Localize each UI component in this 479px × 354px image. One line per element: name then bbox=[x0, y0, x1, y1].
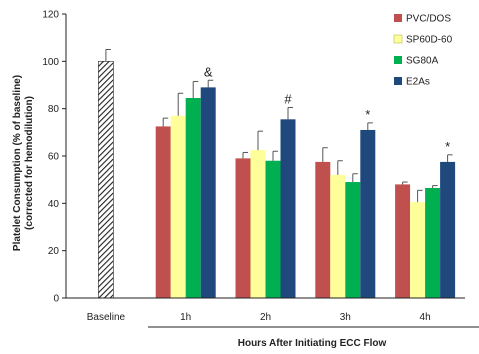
legend: PVC/DOS SP60D-60 SG80A E2As bbox=[393, 14, 453, 88]
bar-sp60d-60-1h bbox=[170, 115, 186, 299]
legend-label: E2As bbox=[406, 77, 430, 88]
y-tick-label: 60 bbox=[48, 152, 60, 163]
annotations: & # * * bbox=[204, 64, 450, 154]
x-tick-label-4h: 4h bbox=[420, 312, 431, 323]
y-axis-title-line2: (corrected for hemodilution) bbox=[24, 96, 35, 230]
annotation-marker: * bbox=[365, 107, 370, 122]
bar-e2as-2h bbox=[280, 119, 296, 298]
x-tick-label-3h: 3h bbox=[340, 312, 351, 323]
bar-sg80a-4h bbox=[425, 187, 441, 298]
bar-pvc-dos-2h bbox=[235, 158, 251, 298]
y-axis: 0 20 40 60 80 100 120 bbox=[42, 10, 67, 305]
legend-label: SP60D-60 bbox=[406, 35, 453, 46]
x-tick-label-1h: 1h bbox=[180, 312, 191, 323]
y-tick-label: 100 bbox=[42, 57, 59, 68]
y-axis-title: Platelet Consumption (% of baseline) (co… bbox=[12, 75, 35, 251]
legend-label: PVC/DOS bbox=[406, 14, 451, 25]
legend-swatch bbox=[393, 34, 403, 44]
x-tick-label-2h: 2h bbox=[260, 312, 271, 323]
legend-swatch bbox=[394, 14, 402, 22]
bar-baseline bbox=[98, 61, 114, 299]
annotation-marker: # bbox=[284, 91, 292, 106]
bar-sp60d-60-4h bbox=[410, 202, 426, 298]
bar-pvc-dos-4h bbox=[395, 184, 411, 298]
y-tick-label: 80 bbox=[48, 104, 60, 115]
bar-sg80a-1h bbox=[185, 98, 201, 299]
y-tick-label: 20 bbox=[48, 246, 60, 257]
y-tick-label: 40 bbox=[48, 199, 60, 210]
y-tick-label: 0 bbox=[53, 294, 59, 305]
error-bars bbox=[105, 49, 453, 203]
legend-swatch bbox=[394, 77, 402, 85]
y-tick-label: 120 bbox=[42, 10, 59, 21]
bar-pvc-dos-3h bbox=[315, 161, 331, 298]
bar-e2as-4h bbox=[440, 161, 456, 298]
y-axis-title-line1: Platelet Consumption (% of baseline) bbox=[12, 75, 23, 251]
x-axis-title: Hours After Initiating ECC Flow bbox=[238, 338, 387, 349]
bar-e2as-1h bbox=[200, 87, 216, 298]
bar-sp60d-60-3h bbox=[330, 174, 346, 298]
annotation-marker: * bbox=[445, 139, 450, 154]
x-tick-label-baseline: Baseline bbox=[87, 312, 126, 323]
bar-sg80a-3h bbox=[345, 182, 361, 298]
bars bbox=[98, 61, 456, 299]
legend-swatch bbox=[394, 56, 402, 64]
bar-e2as-3h bbox=[360, 129, 376, 298]
bar-sg80a-2h bbox=[265, 160, 281, 298]
annotation-marker: & bbox=[204, 64, 213, 79]
bar-pvc-dos-1h bbox=[155, 126, 171, 299]
bar-sp60d-60-2h bbox=[250, 150, 266, 298]
x-axis: Baseline 1h 2h 3h 4h bbox=[66, 297, 465, 323]
legend-label: SG80A bbox=[406, 56, 439, 67]
